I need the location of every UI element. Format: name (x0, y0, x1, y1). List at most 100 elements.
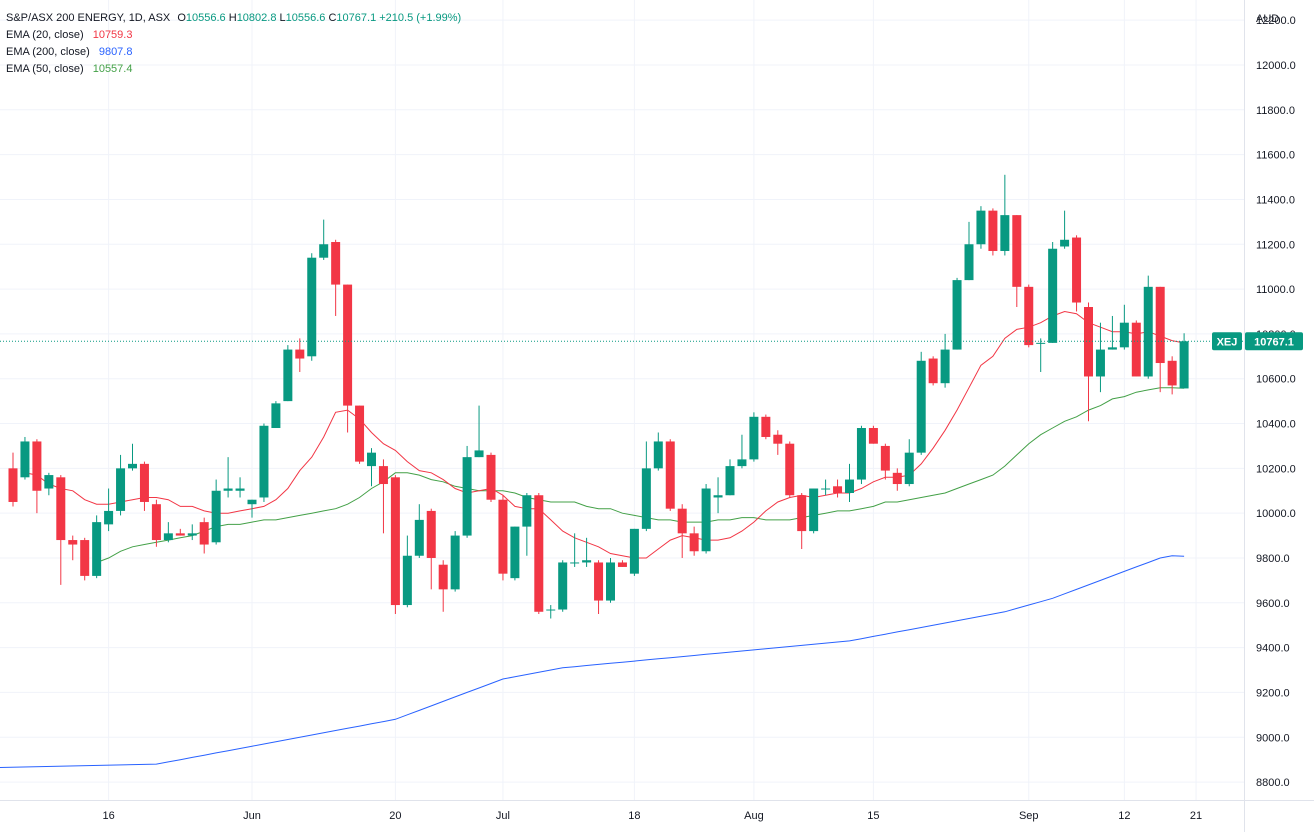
last-price-badge: 10767.1 (1245, 332, 1303, 351)
indicator-ema200-row[interactable]: EMA (200, close) 9807.8 (6, 44, 461, 61)
indicator-ema200-name: EMA (200, close) (6, 46, 90, 58)
grid (0, 0, 1244, 800)
candle (151, 499, 161, 547)
price-tick-label: 8800.0 (1256, 777, 1290, 789)
candle (821, 479, 831, 496)
candle (390, 475, 400, 615)
candle (785, 441, 795, 498)
candle-body (606, 562, 615, 601)
indicator-ema200-value: 9807.8 (98, 46, 133, 58)
candle (833, 479, 843, 498)
candle (498, 495, 508, 581)
price-tick-label: 12200.0 (1256, 15, 1296, 27)
candle-body (80, 540, 90, 576)
ema20-line (24, 310, 1185, 559)
candle-body (868, 428, 878, 444)
time-tick-label: 16 (102, 810, 114, 822)
candle (665, 439, 675, 511)
candle-body (402, 555, 412, 606)
candle (128, 443, 137, 471)
candle-body (677, 508, 687, 534)
candle-body (880, 445, 890, 471)
candle-body (522, 495, 532, 527)
candle-body (390, 477, 400, 606)
candle (211, 479, 221, 545)
candle-body (1012, 215, 1022, 287)
candle (546, 605, 556, 619)
price-tick-label: 9400.0 (1256, 643, 1290, 655)
candle (32, 439, 42, 514)
candle-body (438, 564, 448, 590)
candle (331, 239, 341, 316)
candle-body (151, 504, 161, 541)
candle-body (1167, 360, 1177, 386)
candle (1024, 284, 1034, 348)
indicator-ema20-row[interactable]: EMA (20, close) 10759.3 (6, 27, 461, 44)
low-label: L (279, 12, 286, 24)
time-tick-label: 18 (628, 810, 640, 822)
time-tick-label: 20 (389, 810, 401, 822)
candle-body (713, 495, 723, 498)
candle-body (128, 463, 137, 469)
candle (1084, 302, 1093, 422)
candle-body (1179, 341, 1189, 389)
candle (1048, 242, 1058, 343)
candle (713, 477, 723, 514)
candle (856, 425, 866, 485)
candle (56, 475, 66, 585)
candle-body (1000, 215, 1010, 251)
candle-body (940, 349, 950, 384)
candle (367, 448, 376, 487)
candle-body (235, 488, 245, 491)
candle (594, 560, 604, 615)
candle-body (44, 475, 54, 489)
candle (940, 333, 950, 388)
candle-body (558, 562, 568, 610)
candle-body (355, 405, 365, 462)
candle (319, 219, 329, 260)
candle (582, 537, 592, 567)
candle (20, 436, 30, 480)
candle (486, 452, 496, 502)
ema200-line (0, 555, 1185, 768)
candle-body (928, 358, 938, 384)
candle (450, 531, 460, 592)
candle-body (701, 488, 711, 552)
price-tick-label: 11200.0 (1256, 239, 1295, 251)
candle-body (1084, 307, 1093, 377)
candle (247, 499, 257, 518)
candle-body (223, 488, 233, 491)
candle (629, 528, 639, 576)
symbol-title[interactable]: S&P/ASX 200 ENERGY, 1D, ASX (6, 12, 171, 24)
indicator-ema50-row[interactable]: EMA (50, close) 10557.4 (6, 61, 461, 78)
candle (295, 338, 305, 372)
candle-body (976, 210, 986, 245)
candle (510, 526, 520, 581)
last-price-badge-label: 10767.1 (1254, 336, 1294, 348)
change-value: +210.5 (+1.99%) (379, 12, 462, 24)
time-tick-label: 12 (1118, 810, 1130, 822)
candle (1155, 286, 1165, 393)
ema50-line (96, 387, 1185, 563)
candle-body (1024, 286, 1034, 346)
candle-body (1060, 239, 1070, 247)
candle-body (534, 495, 544, 612)
candle (964, 221, 974, 281)
candle (904, 439, 914, 487)
candle-body (582, 560, 592, 563)
candle (355, 405, 365, 464)
ticker-badge-label: XEJ (1217, 336, 1238, 348)
candle (187, 524, 197, 541)
candle-body (1036, 342, 1046, 344)
candle-body (450, 535, 460, 590)
candle (761, 414, 771, 440)
candle (928, 356, 938, 386)
candle (1131, 320, 1141, 377)
candle (1036, 338, 1046, 372)
candle-body (378, 466, 388, 485)
open-value: 10556.6 (185, 12, 226, 24)
candle-body (809, 488, 819, 532)
candle (916, 351, 926, 455)
